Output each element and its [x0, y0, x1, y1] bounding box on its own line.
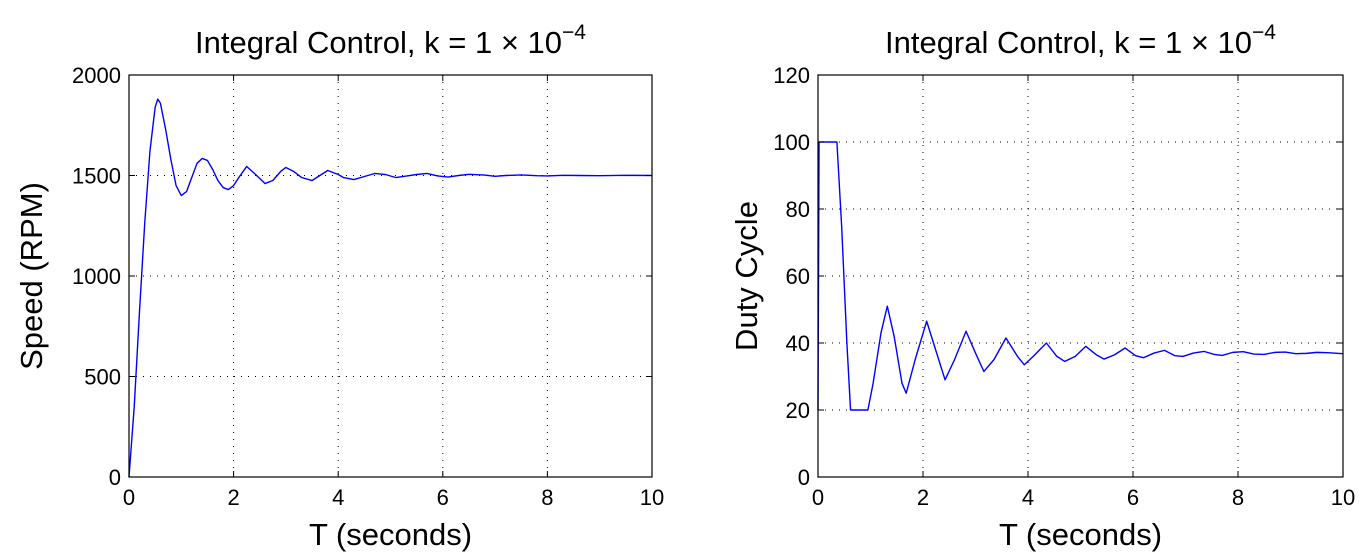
y-tick-label: 40: [786, 331, 810, 356]
x-tick-label: 4: [332, 485, 344, 510]
series-line: [128, 98, 653, 478]
title-exponent: −4: [562, 21, 586, 44]
title-exponent: −4: [1252, 21, 1276, 44]
y-tick-label: 0: [109, 465, 121, 490]
x-tick-label: 0: [812, 485, 824, 510]
x-tick-label: 2: [917, 485, 929, 510]
y-tick-label: 20: [786, 398, 810, 423]
plot-area: [129, 75, 652, 477]
y-tick-label: 120: [773, 63, 810, 88]
series-line: [817, 141, 1344, 411]
y-tick-label: 80: [786, 197, 810, 222]
x-tick-label: 10: [640, 485, 664, 510]
x-axis-label: T (seconds): [309, 517, 472, 552]
x-tick-label: 4: [1022, 485, 1034, 510]
y-tick-label: 100: [773, 130, 810, 155]
x-tick-label: 8: [1232, 485, 1244, 510]
y-tick-label: 1000: [72, 264, 121, 289]
y-tick-label: 0: [798, 465, 810, 490]
y-axis-label: Duty Cycle: [729, 201, 764, 351]
x-tick-label: 6: [437, 485, 449, 510]
chart-title: Integral Control, k = 1 × 10−4: [885, 21, 1276, 60]
x-tick-label: 0: [123, 485, 135, 510]
y-axis-label: Speed (RPM): [14, 182, 49, 370]
plot-area: [818, 75, 1343, 477]
chart-title: Integral Control, k = 1 × 10−4: [195, 21, 586, 60]
x-tick-label: 6: [1127, 485, 1139, 510]
y-tick-label: 2000: [72, 63, 121, 88]
chart-1: 0 2 4 6 8 10 0 500 1000 1500 2000 Integral Control,…: [14, 21, 664, 552]
y-tick-label: 60: [786, 264, 810, 289]
x-axis-label: T (seconds): [999, 517, 1162, 552]
y-tick-label: 1500: [72, 164, 121, 189]
x-tick-label: 2: [227, 485, 239, 510]
y-tick-label: 500: [84, 365, 121, 390]
x-tick-label: 8: [541, 485, 553, 510]
x-tick-label: 10: [1331, 485, 1355, 510]
